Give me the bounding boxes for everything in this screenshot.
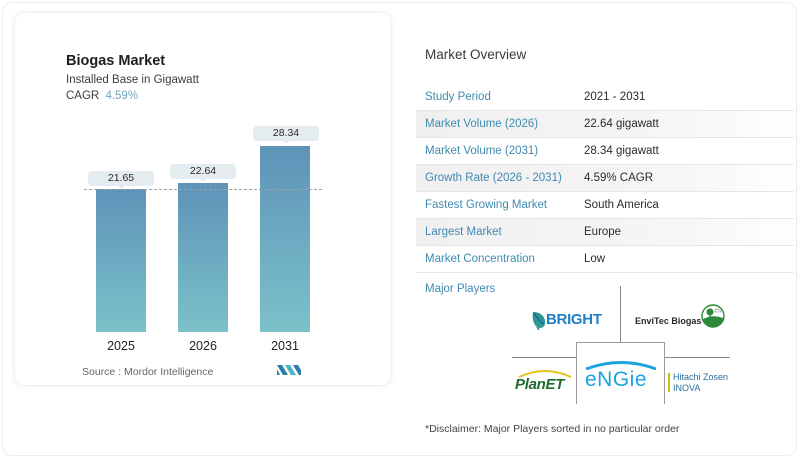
bar-value-label: 22.64 xyxy=(170,164,236,182)
arc-icon xyxy=(518,370,572,378)
row-key: Growth Rate (2026 - 2031) xyxy=(425,172,562,184)
engie-logo-text: eNGie xyxy=(585,368,648,391)
bar-2025 xyxy=(96,189,146,332)
table-row: Market Volume (2026) 22.64 gigawatt xyxy=(416,111,794,138)
source-text: Source : Mordor Intelligence xyxy=(82,366,214,378)
market-overview-table: Study Period 2021 - 2031 Market Volume (… xyxy=(416,84,794,273)
x-tick-label: 2031 xyxy=(271,339,299,353)
table-row: Fastest Growing Market South America xyxy=(416,192,794,219)
row-key: Fastest Growing Market xyxy=(425,199,548,211)
chart-subtitle: Installed Base in Gigawatt xyxy=(66,74,199,86)
engie-logo-box xyxy=(576,342,665,404)
row-key: Market Volume (2031) xyxy=(425,145,539,157)
leaf-icon xyxy=(532,312,546,330)
row-value: South America xyxy=(584,199,659,211)
table-row: Market Concentration Low xyxy=(416,246,794,273)
planet-logo-text: PlanET xyxy=(515,376,565,393)
bright-logo-text: BRIGHT xyxy=(546,311,602,328)
engie-arc-icon xyxy=(585,361,657,370)
row-key: Study Period xyxy=(425,91,491,103)
envitec-biogas-logo: EnviTec Biogas xyxy=(635,303,725,333)
bright-logo: BRIGHT xyxy=(531,309,603,331)
table-row: Study Period 2021 - 2031 xyxy=(416,84,794,111)
envitec-logo-text: EnviTec Biogas xyxy=(635,316,702,326)
chart-title: Biogas Market xyxy=(66,53,166,69)
logo-grid-divider xyxy=(512,357,576,358)
table-row: Largest Market Europe xyxy=(416,219,794,246)
hitachi-logo-line1: Hitachi Zosen xyxy=(673,372,729,382)
market-overview-title: Market Overview xyxy=(425,47,527,62)
row-value: Low xyxy=(584,253,606,265)
x-tick-label: 2025 xyxy=(107,339,135,353)
major-players-title: Major Players xyxy=(425,283,496,295)
row-value: 28.34 gigawatt xyxy=(584,145,659,157)
table-row: Growth Rate (2026 - 2031) 4.59% CAGR xyxy=(416,165,794,192)
row-key: Market Volume (2026) xyxy=(425,118,539,130)
row-value: Europe xyxy=(584,226,622,238)
mordor-intelligence-logo-icon xyxy=(277,365,301,375)
hitachi-zosen-inova-logo: Hitachi Zosen INOVA xyxy=(668,372,730,396)
cagr-label: CAGR xyxy=(66,90,100,102)
bar-value-label: 21.65 xyxy=(88,171,154,189)
row-key: Market Concentration xyxy=(425,253,535,265)
row-value: 22.64 gigawatt xyxy=(584,118,659,130)
row-value: 4.59% CAGR xyxy=(584,172,654,184)
bar-2031 xyxy=(260,146,310,332)
cagr-value: 4.59% xyxy=(105,90,139,102)
logo-grid-divider xyxy=(665,357,730,358)
chart-cagr: CAGR 4.59% xyxy=(66,90,138,102)
engie-logo: eNGie xyxy=(582,358,660,398)
bar-2026 xyxy=(178,183,228,332)
logo-grid-divider xyxy=(620,286,621,342)
hitachi-logo-bar xyxy=(668,373,670,392)
table-row: Market Volume (2031) 28.34 gigawatt xyxy=(416,138,794,165)
x-tick-label: 2026 xyxy=(189,339,217,353)
row-value: 2021 - 2031 xyxy=(584,91,646,103)
dashed-reference-line xyxy=(84,189,322,190)
bar-value-label: 28.34 xyxy=(253,126,319,144)
planet-logo: PlanET xyxy=(512,368,574,396)
tree-circle-icon xyxy=(701,304,725,328)
row-key: Largest Market xyxy=(425,226,502,238)
disclaimer-text: *Disclaimer: Major Players sorted in no … xyxy=(425,423,680,435)
hitachi-logo-line2: INOVA xyxy=(673,383,701,393)
